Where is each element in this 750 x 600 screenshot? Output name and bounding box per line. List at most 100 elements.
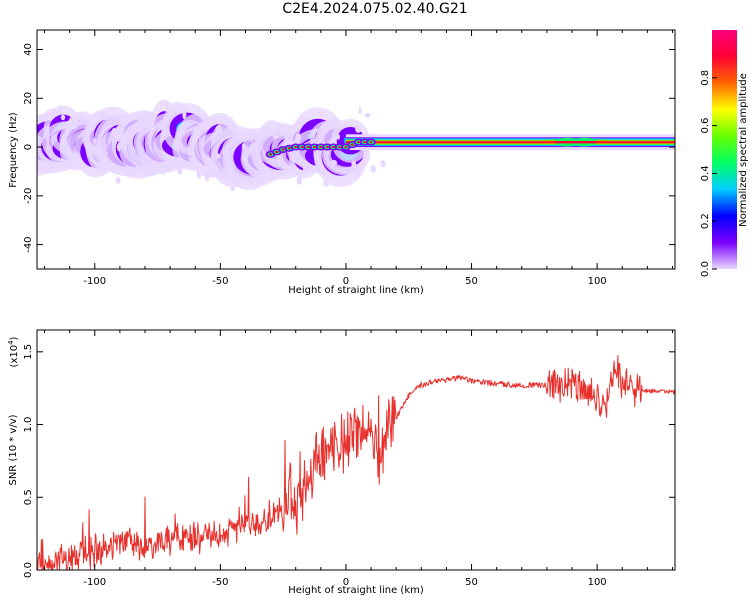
snr-ylabel: SNR (10 * v/v)	[8, 414, 19, 485]
spectrogram-xtick-label-0: -100	[83, 276, 106, 287]
spectrogram-xtick-label-2: 0	[343, 276, 349, 287]
colorbar-tick-label-2: 0.4	[700, 165, 711, 181]
spectrogram-panel: -100 -50 0 50 100 -40 -20 0 20 40 Height of strai…	[8, 29, 676, 296]
spectrogram-axes: -100 -50 0 50 100 -40 -20 0 20 40	[23, 30, 675, 287]
colorbar-axes: 0.0 0.2 0.4 0.6 0.8	[700, 70, 717, 277]
steady-band-peak	[345, 141, 675, 143]
spectrogram-noise-dot	[60, 114, 66, 121]
spectrogram-transition-peak	[331, 145, 335, 149]
spectrogram-noise-dot	[116, 142, 122, 152]
spectrogram-noise-dot	[111, 127, 117, 138]
steady-band-bulge-core	[572, 140, 597, 144]
spectrogram-noise-dot	[149, 126, 156, 132]
spectrogram-xtick-label-1: -50	[212, 276, 228, 287]
spectrogram-frame	[36, 29, 676, 270]
spectrogram-noise-dot	[296, 175, 302, 185]
snr-xtick-label-1: -50	[212, 577, 228, 588]
spectrogram-noise-dot	[59, 105, 63, 114]
spectrogram-noise-dot	[318, 111, 323, 117]
spectrogram-transition-peak	[338, 145, 342, 149]
spectrogram-noise-dot	[118, 135, 126, 142]
spectrogram-noise-dot	[247, 132, 252, 141]
spectrogram-transition-peak	[325, 145, 329, 149]
spectrogram-noise-dot	[291, 156, 297, 163]
spectrogram-transition-peak	[356, 141, 361, 144]
spectrogram-noise-dot	[204, 172, 210, 182]
colorbar: 0.0 0.2 0.4 0.6 0.8 Normalized spectral ampl…	[700, 30, 749, 277]
spectrogram-noise-dot	[323, 179, 330, 187]
spectrogram-transition-peak	[319, 145, 323, 149]
spectrogram-transition-peak	[275, 150, 279, 154]
spectrogram-noise-dot	[242, 144, 246, 152]
spectrogram-ytick-label-3: 20	[23, 92, 34, 105]
snr-ytick-label-2: 1.0	[23, 417, 34, 433]
spectrogram-noise-dot	[177, 167, 183, 175]
spectrogram-transition-peak	[281, 148, 285, 151]
spectrogram-ylabel: Frequency (Hz)	[8, 112, 19, 188]
spectrogram-noise-dot	[104, 150, 108, 160]
spectrogram-transition-peak	[350, 143, 354, 146]
spectrogram-noise-dot	[272, 134, 280, 139]
spectrogram-noise-dot	[280, 130, 287, 136]
colorbar-tick-label-4: 0.8	[700, 70, 711, 86]
snr-multiplier-label: (x104)	[7, 336, 20, 367]
spectrogram-transition-peak	[312, 145, 317, 149]
snr-axes: -100 -50 0 50 100 0.0 0.5 1.0 1.5	[23, 330, 675, 588]
spectrogram-xtick-label-3: 50	[465, 276, 478, 287]
spectrogram-noise-dot	[295, 133, 301, 143]
snr-multiplier-exp: 4	[7, 340, 15, 345]
snr-multiplier-prefix: (x10	[9, 345, 20, 368]
spectrogram-noise-dot	[115, 176, 121, 184]
snr-ytick-label-3: 1.5	[23, 344, 34, 360]
snr-xlabel: Height of straight line (km)	[288, 585, 424, 596]
spectrogram-blobs	[37, 99, 675, 191]
spectrogram-noise-dot	[102, 114, 109, 120]
snr-series-line	[37, 355, 675, 570]
colorbar-tick-label-0: 0.0	[700, 261, 711, 277]
snr-frame	[36, 329, 676, 571]
spectrogram-noise-dot	[285, 135, 290, 146]
spectrogram-noise-dot	[278, 156, 284, 162]
spectrogram-noise-dot	[215, 125, 223, 135]
snr-ytick-label-1: 0.5	[23, 489, 34, 505]
spectrogram-noise-dot	[358, 106, 362, 115]
spectrogram-transition-peak	[369, 141, 373, 144]
spectrogram-noise-dot	[230, 185, 235, 191]
spectrogram-transition-peak	[287, 147, 292, 150]
spectrogram-ytick-label-0: -40	[23, 236, 34, 252]
spectrogram-noise-dot	[182, 110, 187, 120]
spectrogram-noise-dot	[297, 156, 302, 162]
spectrogram-xlabel: Height of straight line (km)	[288, 285, 424, 296]
spectrogram-noise-dot	[150, 112, 155, 118]
spectrogram-transition-peak	[306, 145, 310, 149]
spectrogram-heat	[37, 99, 675, 191]
colorbar-gradient	[712, 30, 737, 269]
spectrogram-ytick-label-4: 40	[23, 43, 34, 56]
steady-band-bulge-core	[554, 140, 579, 144]
spectrogram-noise-dot	[302, 164, 307, 173]
spectrogram-noise-dot	[370, 165, 376, 173]
spectrogram-noise-dot	[278, 125, 283, 130]
spectrogram-noise-dot	[196, 170, 202, 179]
spectrogram-noise-dot	[164, 100, 169, 111]
spectrogram-noise-dot	[336, 133, 340, 140]
spectrogram-noise-dot	[354, 168, 361, 178]
spectrogram-noise-dot	[159, 101, 164, 108]
spectrogram-noise-dot	[93, 137, 97, 145]
spectrogram-transition-peak	[344, 145, 348, 149]
colorbar-tick-label-3: 0.6	[700, 118, 711, 134]
snr-xtick-label-0: -100	[83, 577, 106, 588]
spectrogram-noise-dot	[355, 125, 362, 133]
spectrogram-transition-peak	[268, 153, 273, 156]
spectrogram-xtick-label-4: 100	[588, 276, 607, 287]
spectrogram-noise-dot	[159, 163, 164, 170]
colorbar-label: Normalized spectral amplitude	[738, 73, 749, 227]
spectrogram-transition-peak	[300, 145, 304, 149]
spectrogram-noise-dot	[351, 160, 357, 170]
spectrogram-noise-dot	[364, 113, 371, 118]
spectrogram-noise-dot	[86, 139, 91, 147]
snr-xtick-label-2: 0	[343, 577, 349, 588]
spectrogram-noise-dot	[380, 160, 386, 168]
spectrogram-noise-dot	[218, 171, 224, 180]
